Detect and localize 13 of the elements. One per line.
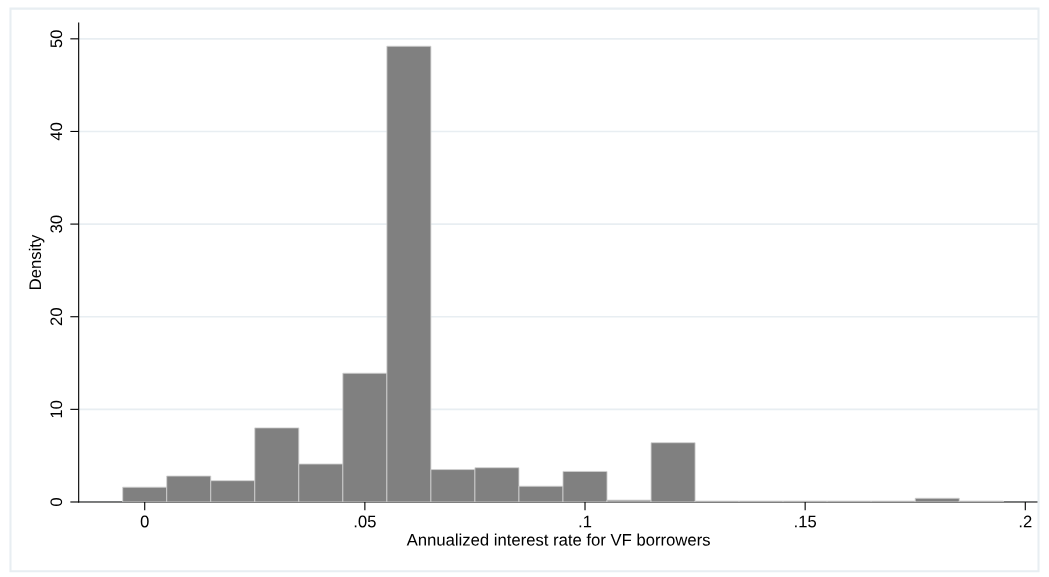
y-tick-label: 40 bbox=[50, 122, 63, 141]
y-tick-label: 30 bbox=[50, 215, 63, 233]
x-axis-title: Annualized interest rate for VF borrowers bbox=[406, 533, 710, 546]
x-tick-label: .15 bbox=[795, 515, 817, 528]
y-tick-label: 10 bbox=[50, 400, 63, 418]
x-tick-label: 0 bbox=[140, 515, 149, 528]
y-tick-label: 0 bbox=[50, 498, 63, 506]
x-tick-label: .05 bbox=[354, 515, 376, 528]
y-axis-title: Density bbox=[28, 234, 45, 289]
y-tick-label: 50 bbox=[50, 30, 63, 48]
x-tick-label: .1 bbox=[579, 515, 592, 528]
x-tick-label: .2 bbox=[1019, 515, 1032, 528]
y-tick-label: 20 bbox=[50, 308, 63, 326]
